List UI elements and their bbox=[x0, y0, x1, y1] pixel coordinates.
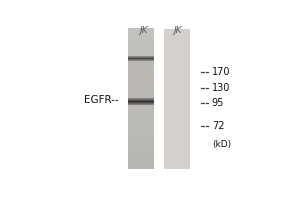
Bar bbox=[128, 77, 154, 81]
Bar bbox=[128, 137, 154, 141]
Text: (kD): (kD) bbox=[212, 140, 231, 149]
Bar bbox=[128, 84, 154, 88]
Bar bbox=[128, 60, 154, 61]
Bar bbox=[128, 119, 154, 123]
Bar bbox=[128, 42, 154, 46]
Text: 170: 170 bbox=[212, 67, 230, 77]
Bar bbox=[128, 46, 154, 50]
Text: 130: 130 bbox=[212, 83, 230, 93]
Bar bbox=[128, 49, 154, 53]
Bar bbox=[128, 103, 154, 104]
Bar bbox=[128, 67, 154, 71]
Bar bbox=[128, 99, 154, 100]
Bar bbox=[128, 57, 154, 58]
Bar bbox=[128, 58, 154, 59]
Bar bbox=[128, 91, 154, 95]
Text: 95: 95 bbox=[212, 98, 224, 108]
Bar bbox=[128, 102, 154, 106]
Bar bbox=[164, 29, 190, 169]
Bar bbox=[128, 95, 154, 99]
Bar bbox=[128, 126, 154, 130]
Bar bbox=[128, 144, 154, 148]
Bar bbox=[128, 63, 154, 67]
Bar bbox=[128, 112, 154, 116]
Bar bbox=[128, 60, 154, 64]
Bar bbox=[128, 104, 154, 105]
Bar bbox=[128, 133, 154, 137]
Bar bbox=[128, 154, 154, 158]
Bar bbox=[128, 59, 154, 60]
Bar bbox=[128, 56, 154, 57]
Text: JK: JK bbox=[139, 26, 148, 35]
Bar bbox=[128, 53, 154, 57]
Bar bbox=[128, 102, 154, 103]
Bar bbox=[128, 74, 154, 78]
Text: EGFR--: EGFR-- bbox=[83, 95, 118, 105]
Bar bbox=[128, 61, 154, 99]
Bar bbox=[128, 161, 154, 165]
Bar bbox=[128, 140, 154, 144]
Bar bbox=[128, 158, 154, 162]
Text: JK: JK bbox=[174, 26, 182, 35]
Bar bbox=[128, 151, 154, 155]
Bar bbox=[128, 109, 154, 113]
Text: 72: 72 bbox=[212, 121, 224, 131]
Bar bbox=[128, 165, 154, 169]
Bar bbox=[128, 58, 154, 59]
Bar bbox=[128, 28, 154, 32]
Bar bbox=[128, 98, 154, 102]
Bar bbox=[128, 116, 154, 120]
Bar bbox=[128, 60, 154, 61]
Bar bbox=[128, 98, 154, 99]
Bar bbox=[128, 130, 154, 134]
Bar bbox=[128, 81, 154, 85]
Bar bbox=[128, 56, 154, 60]
Bar bbox=[128, 57, 154, 58]
Bar bbox=[128, 39, 154, 43]
Bar bbox=[128, 105, 154, 109]
Bar bbox=[128, 147, 154, 151]
Bar bbox=[128, 32, 154, 36]
Bar bbox=[128, 101, 154, 102]
Bar bbox=[128, 99, 154, 100]
Bar bbox=[128, 100, 154, 101]
Bar bbox=[128, 123, 154, 127]
Bar bbox=[128, 70, 154, 74]
Bar bbox=[128, 88, 154, 92]
Bar bbox=[128, 35, 154, 39]
